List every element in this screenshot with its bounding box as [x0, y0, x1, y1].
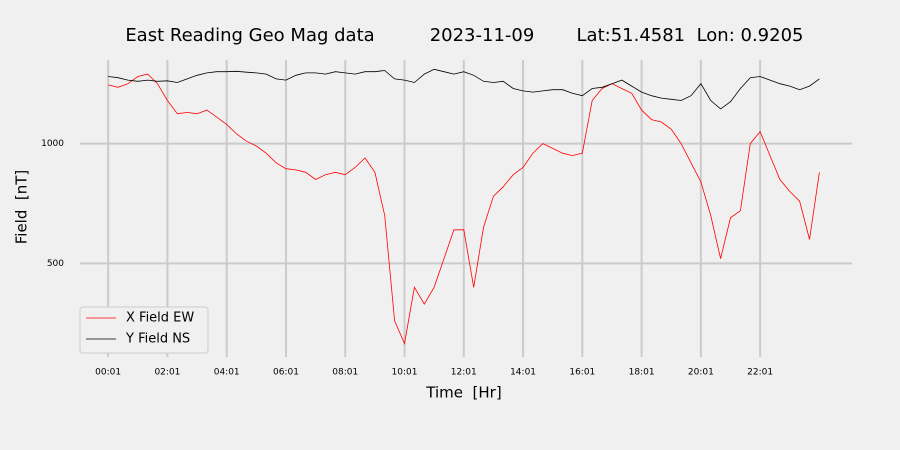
y-axis-label: Field [nT]: [13, 170, 31, 245]
chart-location: Lat:51.4581 Lon: 0.9205: [577, 25, 804, 46]
legend: X Field EW Y Field NS: [79, 306, 209, 354]
x-tick-label: 16:01: [569, 368, 595, 378]
grid: 500 1000 00:01 02:01 04:01 06:01 08:01 10:01 12:…: [41, 60, 852, 378]
y-tick-label: 1000: [41, 139, 64, 149]
plot: [108, 68, 820, 345]
x-tick-label: 08:01: [332, 368, 358, 378]
x-tick-label: 12:01: [451, 368, 477, 378]
legend-label: X Field EW: [126, 311, 194, 326]
legend-box: [79, 306, 209, 354]
x-tick-label: 22:01: [747, 368, 773, 378]
x-axis-label: Time [Hr]: [425, 384, 501, 402]
data-line: [108, 68, 820, 110]
chart-date: 2023-11-09: [430, 25, 535, 46]
x-tick-label: 06:01: [273, 368, 299, 378]
legend-label: Y Field NS: [125, 332, 190, 347]
y-tick-label: 500: [47, 259, 64, 269]
data-line: [108, 73, 820, 345]
chart-title: East Reading Geo Mag data: [125, 25, 374, 46]
x-tick-label: 18:01: [629, 368, 655, 378]
x-tick-label: 00:01: [95, 368, 121, 378]
x-tick-label: 04:01: [214, 368, 240, 378]
x-tick-label: 02:01: [154, 368, 180, 378]
x-tick-label: 14:01: [510, 368, 536, 378]
x-tick-label: 20:01: [688, 368, 714, 378]
x-tick-label: 10:01: [392, 368, 418, 378]
